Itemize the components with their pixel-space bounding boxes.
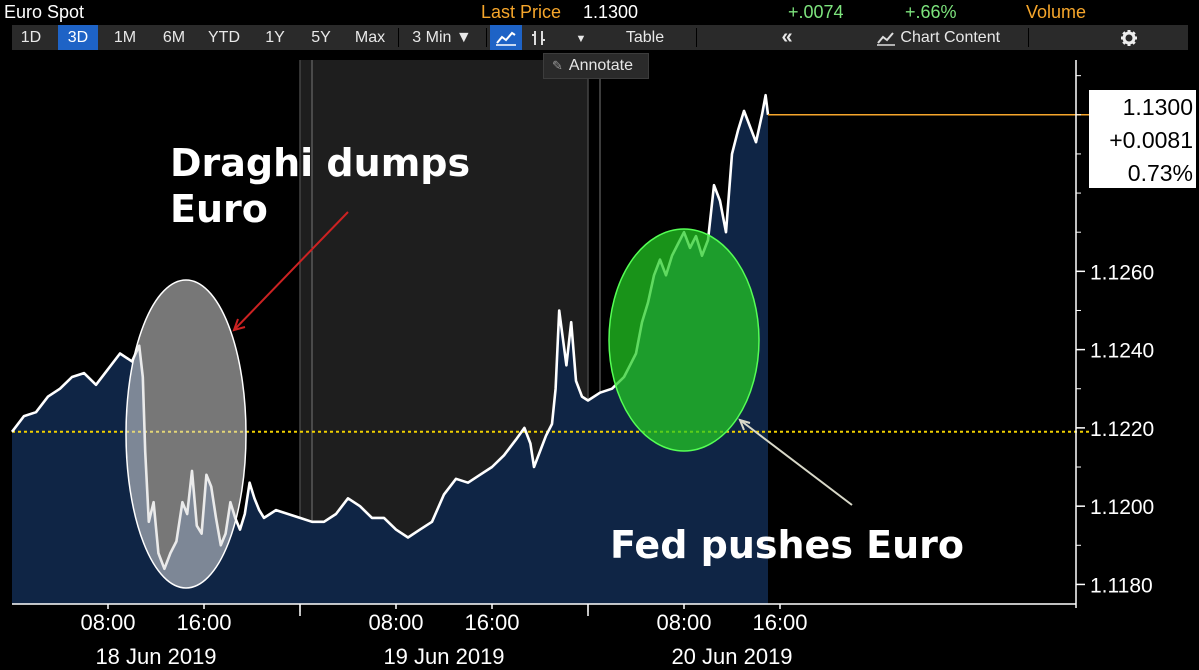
last-price-value: 1.1300 [583, 2, 639, 22]
x-tick-label: 16:00 [752, 610, 807, 635]
price-change: +.0074 [788, 2, 844, 22]
period-6m-button[interactable]: 6M [162, 29, 186, 46]
line-chart-button[interactable] [490, 25, 522, 50]
y-tick-label: 1.1240 [1090, 340, 1154, 363]
table-button[interactable]: Table [625, 29, 665, 46]
fed-arrow [739, 419, 853, 506]
annotate-label: Annotate [568, 57, 633, 74]
price-box-value: 1.1300 [1123, 94, 1193, 120]
period-ytd-button[interactable]: YTD [208, 29, 240, 46]
y-tick-label: 1.1200 [1090, 496, 1154, 519]
last-price-label: Last Price [481, 2, 562, 22]
security-title: Euro Spot [4, 2, 85, 22]
volume-toggle[interactable]: Volume [1026, 2, 1087, 22]
x-date-label: 19 Jun 2019 [383, 644, 504, 669]
last-price-box: 1.1300 +0.0081 0.73% [1089, 90, 1196, 188]
period-5y-button[interactable]: 5Y [311, 29, 331, 46]
collapse-button[interactable]: « [781, 26, 793, 48]
price-change-percent: +.66% [905, 2, 957, 22]
chart-content-label: Chart Content [900, 29, 1001, 46]
chart-toolbar: 1D 3D 1M 6M YTD 1Y 5Y Max 3 Min ▼ ▼ Tabl… [12, 25, 1188, 50]
chart-content-icon [876, 32, 895, 46]
price-area [12, 95, 768, 604]
x-tick-label: 08:00 [80, 610, 135, 635]
bar-chart-icon [532, 30, 545, 45]
draghi-arrow [233, 211, 349, 331]
y-tick-label: 1.1180 [1090, 574, 1153, 597]
price-box-change-percent: 0.73% [1128, 160, 1193, 186]
y-tick-label: 1.1220 [1090, 418, 1154, 441]
y-tick-label: 1.1260 [1090, 261, 1154, 284]
draghi-annotation-line1: Draghi dumps [170, 141, 470, 185]
chart-type-dropdown[interactable]: ▼ [566, 25, 596, 50]
draghi-arrow-head [232, 318, 246, 332]
line-chart-icon [496, 31, 516, 46]
header-bar: Euro Spot Last Price 1.1300 +.0074 +.66%… [0, 0, 1199, 25]
x-tick-label: 16:00 [464, 610, 519, 635]
draghi-highlight-ellipse [125, 279, 247, 589]
x-tick-label: 08:00 [368, 610, 423, 635]
period-1y-button[interactable]: 1Y [265, 29, 285, 46]
gear-icon [1121, 29, 1137, 46]
x-date-label: 18 Jun 2019 [95, 644, 216, 669]
period-max-button[interactable]: Max [354, 29, 386, 46]
x-tick-label: 08:00 [656, 610, 711, 635]
dropdown-arrow-icon: ▼ [575, 33, 587, 45]
settings-button[interactable] [1112, 25, 1146, 50]
period-1d-button[interactable]: 1D [20, 29, 42, 46]
chart-content-button[interactable]: Chart Content [858, 25, 1018, 50]
fed-highlight-ellipse [608, 228, 760, 452]
fed-annotation: Fed pushes Euro [610, 523, 964, 567]
price-box-change: +0.0081 [1109, 127, 1193, 153]
draghi-annotation-line2: Euro [170, 187, 268, 231]
period-1m-button[interactable]: 1M [113, 29, 137, 46]
x-date-label: 20 Jun 2019 [671, 644, 792, 669]
x-tick-label: 16:00 [176, 610, 231, 635]
annotate-button[interactable]: ✎ Annotate [543, 53, 649, 79]
bar-chart-button[interactable] [524, 25, 554, 50]
fed-arrow-head [738, 418, 751, 431]
period-3d-button[interactable]: 3D [58, 25, 98, 50]
pencil-icon: ✎ [552, 58, 563, 73]
interval-dropdown[interactable]: 3 Min ▼ [412, 29, 472, 46]
